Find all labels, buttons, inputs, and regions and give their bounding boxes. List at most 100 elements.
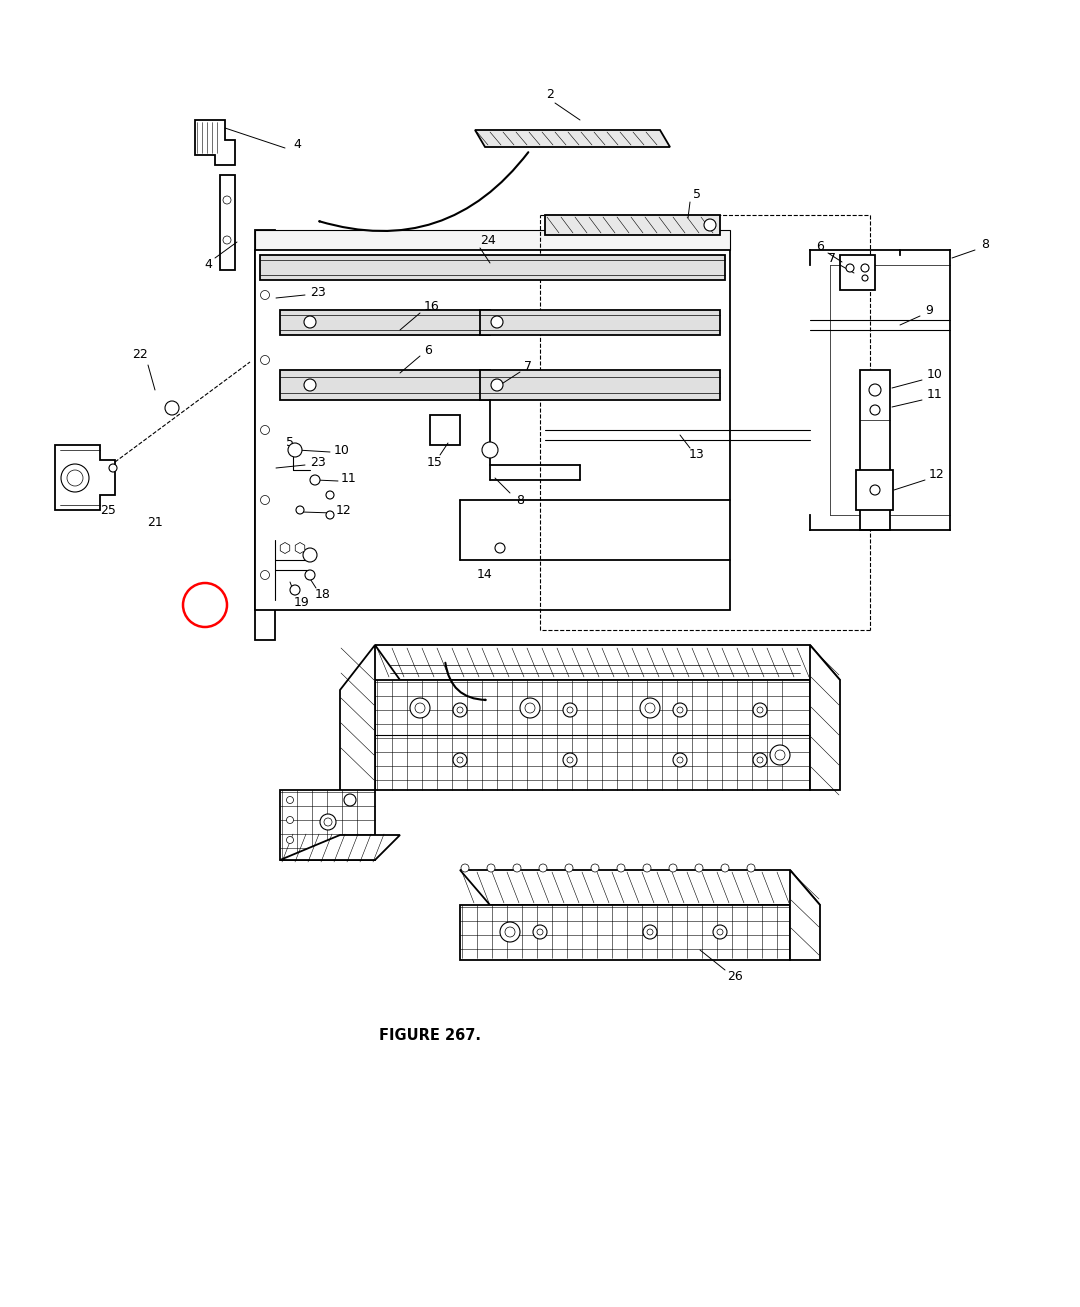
FancyArrowPatch shape: [445, 663, 486, 701]
Text: 13: 13: [689, 447, 705, 460]
Polygon shape: [856, 471, 893, 510]
Circle shape: [296, 506, 303, 514]
Text: 15: 15: [427, 456, 443, 469]
Text: 8: 8: [981, 238, 989, 251]
Text: 19: 19: [294, 596, 310, 609]
Circle shape: [747, 864, 755, 872]
Text: 9: 9: [926, 303, 933, 316]
Text: 25: 25: [100, 503, 116, 516]
Circle shape: [640, 698, 660, 718]
Circle shape: [505, 927, 515, 937]
Polygon shape: [220, 175, 235, 271]
Circle shape: [617, 864, 625, 872]
Text: 23: 23: [310, 456, 326, 469]
Circle shape: [222, 196, 231, 204]
Circle shape: [487, 864, 495, 872]
Polygon shape: [280, 835, 400, 860]
Text: 22: 22: [132, 349, 148, 362]
Circle shape: [303, 548, 318, 562]
Circle shape: [260, 290, 270, 299]
FancyArrowPatch shape: [320, 152, 528, 231]
Circle shape: [326, 491, 334, 499]
Circle shape: [457, 757, 463, 763]
Polygon shape: [460, 870, 820, 904]
Circle shape: [567, 757, 573, 763]
Circle shape: [303, 316, 316, 328]
Polygon shape: [375, 680, 810, 789]
Circle shape: [861, 264, 869, 272]
Circle shape: [60, 464, 89, 491]
Circle shape: [677, 757, 683, 763]
Circle shape: [696, 864, 703, 872]
Polygon shape: [545, 214, 720, 235]
Circle shape: [305, 570, 315, 580]
Circle shape: [757, 707, 762, 714]
Polygon shape: [460, 904, 789, 961]
Circle shape: [260, 570, 270, 579]
Text: 7: 7: [524, 359, 532, 372]
Text: 24: 24: [481, 234, 496, 247]
Text: 8: 8: [516, 494, 524, 507]
Circle shape: [645, 703, 654, 714]
Circle shape: [565, 864, 573, 872]
Circle shape: [770, 745, 789, 765]
Circle shape: [109, 464, 117, 472]
Circle shape: [500, 921, 519, 942]
Circle shape: [491, 379, 503, 391]
Circle shape: [415, 703, 426, 714]
Circle shape: [704, 220, 716, 231]
Text: FIGURE 267.: FIGURE 267.: [379, 1027, 481, 1043]
Circle shape: [643, 925, 657, 938]
Text: 26: 26: [727, 971, 743, 983]
Circle shape: [288, 443, 302, 457]
Text: 11: 11: [927, 388, 943, 401]
Text: 21: 21: [147, 515, 163, 528]
Circle shape: [165, 401, 179, 416]
Circle shape: [591, 864, 599, 872]
Circle shape: [491, 316, 503, 328]
Circle shape: [870, 485, 880, 495]
Circle shape: [846, 264, 854, 272]
Circle shape: [291, 586, 300, 595]
Circle shape: [310, 474, 320, 485]
Circle shape: [717, 929, 723, 935]
Polygon shape: [810, 644, 840, 789]
Circle shape: [757, 757, 762, 763]
Circle shape: [495, 542, 505, 553]
Circle shape: [457, 707, 463, 714]
Circle shape: [525, 703, 535, 714]
Circle shape: [753, 703, 767, 718]
Circle shape: [567, 707, 573, 714]
Circle shape: [537, 929, 543, 935]
Circle shape: [643, 864, 651, 872]
Text: 17: 17: [197, 599, 214, 612]
Circle shape: [326, 511, 334, 519]
Polygon shape: [789, 870, 820, 961]
Polygon shape: [255, 230, 275, 640]
Polygon shape: [260, 255, 725, 280]
Circle shape: [721, 864, 729, 872]
Text: 7: 7: [828, 251, 836, 264]
Circle shape: [286, 817, 294, 823]
Circle shape: [286, 796, 294, 804]
Text: 18: 18: [315, 588, 330, 601]
Text: 5: 5: [693, 188, 701, 201]
Text: 16: 16: [424, 301, 440, 314]
Circle shape: [303, 379, 316, 391]
Polygon shape: [475, 129, 670, 146]
Circle shape: [862, 274, 868, 281]
Circle shape: [677, 707, 683, 714]
Polygon shape: [480, 370, 720, 400]
Polygon shape: [280, 789, 375, 860]
Polygon shape: [280, 370, 490, 400]
Text: 6: 6: [424, 344, 432, 357]
Circle shape: [673, 703, 687, 718]
Text: 14: 14: [477, 569, 492, 582]
Circle shape: [345, 793, 356, 806]
Text: 23: 23: [310, 286, 326, 299]
Polygon shape: [480, 310, 720, 335]
Circle shape: [183, 583, 227, 627]
Text: 11: 11: [341, 473, 356, 485]
Polygon shape: [55, 444, 114, 510]
Circle shape: [260, 356, 270, 365]
